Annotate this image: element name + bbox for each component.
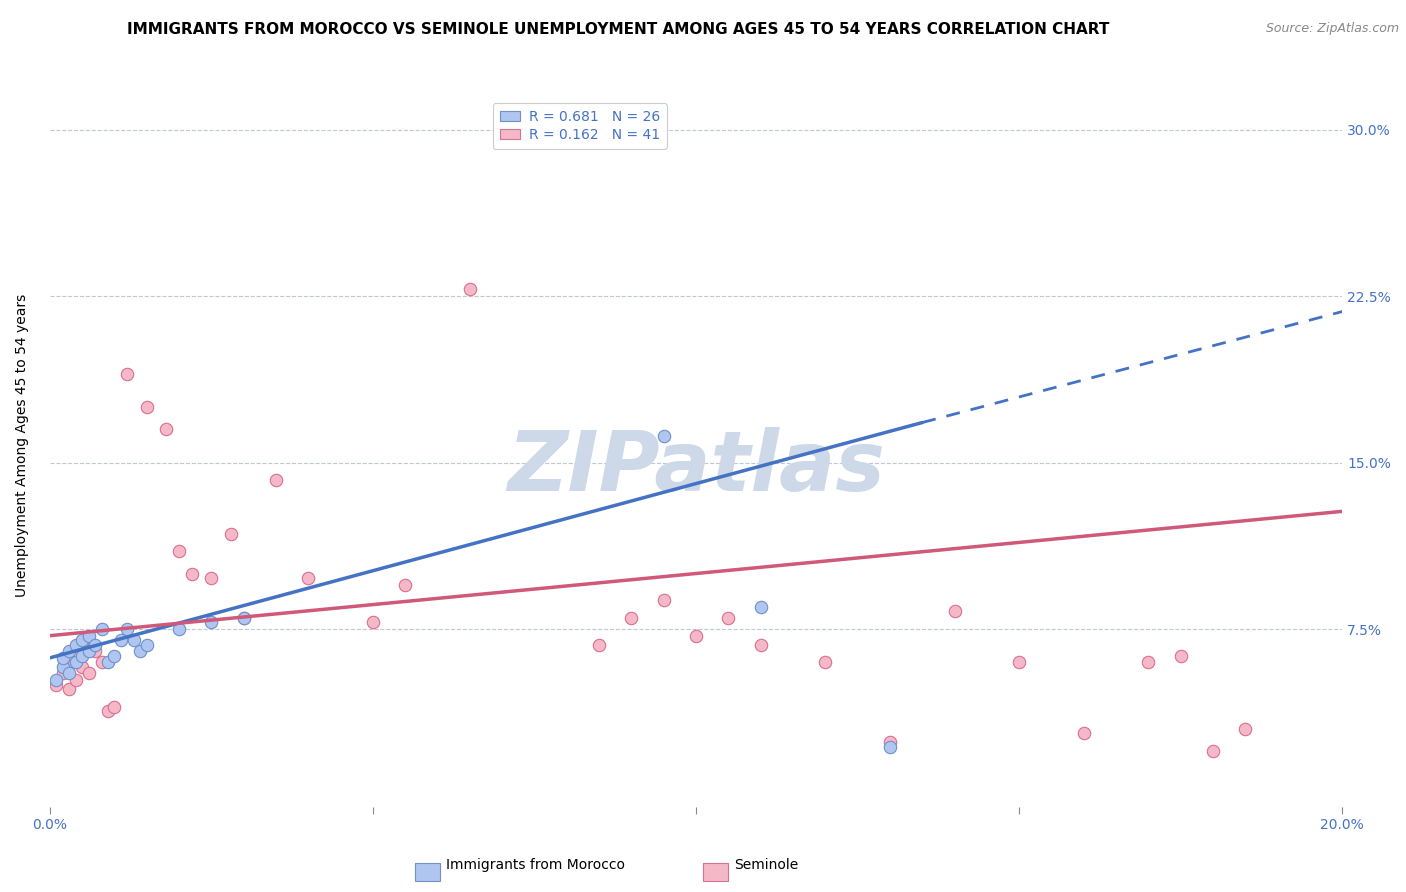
Point	[58, 666, 80, 681]
Point	[110, 633, 132, 648]
Point	[167, 544, 190, 558]
Point	[58, 644, 80, 658]
Point	[65, 673, 87, 687]
Point	[749, 599, 772, 614]
Point	[52, 666, 75, 681]
Point	[77, 644, 100, 658]
Point	[129, 644, 152, 658]
Point	[652, 429, 675, 443]
Point	[717, 611, 740, 625]
Point	[1202, 744, 1225, 758]
Point	[155, 422, 177, 436]
Point	[620, 611, 643, 625]
Text: ZIPatlas: ZIPatlas	[508, 427, 884, 508]
Text: Immigrants from Morocco: Immigrants from Morocco	[446, 858, 624, 872]
Point	[264, 473, 287, 487]
Point	[103, 699, 125, 714]
Point	[77, 629, 100, 643]
Y-axis label: Unemployment Among Ages 45 to 54 years: Unemployment Among Ages 45 to 54 years	[15, 294, 30, 598]
Point	[84, 644, 107, 658]
Point	[232, 611, 254, 625]
Point	[1073, 726, 1095, 740]
Point	[232, 611, 254, 625]
Point	[458, 282, 481, 296]
Point	[588, 638, 610, 652]
Point	[394, 577, 416, 591]
Point	[70, 638, 93, 652]
Point	[97, 704, 120, 718]
Point	[65, 655, 87, 669]
Point	[943, 604, 966, 618]
Point	[879, 735, 901, 749]
Point	[65, 644, 87, 658]
Point	[685, 629, 707, 643]
Point	[70, 633, 93, 648]
Point	[200, 615, 222, 630]
Point	[879, 739, 901, 754]
Point	[52, 659, 75, 673]
Point	[1170, 648, 1192, 663]
Point	[297, 571, 319, 585]
Text: Source: ZipAtlas.com: Source: ZipAtlas.com	[1265, 22, 1399, 36]
Point	[90, 622, 112, 636]
Point	[167, 622, 190, 636]
Point	[45, 677, 67, 691]
Point	[135, 400, 157, 414]
Point	[652, 593, 675, 607]
Point	[70, 659, 93, 673]
Text: Seminole: Seminole	[734, 858, 799, 872]
Point	[90, 655, 112, 669]
Point	[58, 681, 80, 696]
Point	[97, 655, 120, 669]
Point	[181, 566, 204, 581]
Point	[52, 651, 75, 665]
Point	[814, 655, 837, 669]
Point	[135, 638, 157, 652]
Point	[200, 571, 222, 585]
Point	[1137, 655, 1160, 669]
Point	[58, 655, 80, 669]
Text: IMMIGRANTS FROM MOROCCO VS SEMINOLE UNEMPLOYMENT AMONG AGES 45 TO 54 YEARS CORRE: IMMIGRANTS FROM MOROCCO VS SEMINOLE UNEM…	[128, 22, 1109, 37]
Point	[117, 367, 139, 381]
Point	[117, 622, 139, 636]
Point	[219, 526, 242, 541]
Point	[84, 638, 107, 652]
Point	[70, 648, 93, 663]
Point	[361, 615, 384, 630]
Point	[1234, 722, 1257, 736]
Point	[1008, 655, 1031, 669]
Point	[65, 638, 87, 652]
Legend: R = 0.681   N = 26, R = 0.162   N = 41: R = 0.681 N = 26, R = 0.162 N = 41	[492, 103, 666, 149]
Point	[122, 633, 145, 648]
Point	[749, 638, 772, 652]
Point	[45, 673, 67, 687]
Point	[77, 666, 100, 681]
Point	[103, 648, 125, 663]
